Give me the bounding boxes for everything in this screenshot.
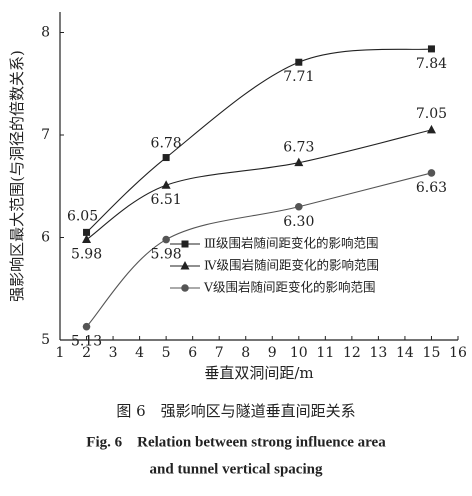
data-label: 6.78 xyxy=(151,136,182,152)
x-tick-label: 16 xyxy=(449,345,467,361)
x-tick-label: 15 xyxy=(423,345,441,361)
marker xyxy=(294,157,304,167)
x-tick-label: 3 xyxy=(109,345,118,361)
data-label: 6.51 xyxy=(151,192,182,208)
data-label: 6.05 xyxy=(67,208,98,224)
marker xyxy=(181,284,189,292)
data-label: 6.73 xyxy=(283,140,314,156)
marker xyxy=(295,58,303,66)
marker xyxy=(82,322,91,331)
x-tick-label: 5 xyxy=(162,345,171,361)
y-tick-label: 8 xyxy=(41,25,50,41)
marker xyxy=(426,124,436,134)
marker xyxy=(161,180,171,189)
data-label: 7.05 xyxy=(416,106,447,122)
marker xyxy=(162,235,170,244)
caption-en: and tunnel vertical spacing xyxy=(150,461,323,477)
x-tick-label: 2 xyxy=(82,345,91,361)
x-tick-label: 1 xyxy=(56,345,65,361)
data-label: 7.84 xyxy=(416,56,447,72)
x-tick-label: 14 xyxy=(396,345,414,361)
x-tick-label: 11 xyxy=(316,345,334,361)
marker xyxy=(162,154,170,162)
y-tick-label: 6 xyxy=(41,230,50,246)
legend-label: Ⅳ级围岩随间距变化的影响范围 xyxy=(204,258,379,273)
y-axis-label: 强影响区最大范围(与洞径的倍数关系) xyxy=(8,50,26,302)
series-line xyxy=(86,48,432,233)
caption-en: Fig. 6 Relation between strong influence… xyxy=(86,434,386,450)
caption-cn: 图 6 强影响区与隧道垂直间距关系 xyxy=(116,402,355,420)
x-tick-label: 10 xyxy=(290,345,308,361)
data-label: 5.98 xyxy=(151,247,182,263)
x-tick-label: 9 xyxy=(268,345,277,361)
x-tick-label: 7 xyxy=(215,345,224,361)
series-line xyxy=(86,172,432,328)
series-line xyxy=(86,129,432,241)
marker xyxy=(180,261,190,270)
marker xyxy=(295,202,303,211)
marker xyxy=(181,240,189,248)
data-label: 6.63 xyxy=(416,180,447,196)
data-label: 5.13 xyxy=(71,334,102,350)
marker xyxy=(82,234,92,244)
x-axis-label: 垂直双洞间距/m xyxy=(204,364,313,382)
data-label: 7.71 xyxy=(283,69,314,85)
data-label: 5.98 xyxy=(71,247,102,263)
legend-label: Ⅲ级围岩随间距变化的影响范围 xyxy=(204,236,379,251)
y-tick-label: 5 xyxy=(41,332,50,348)
data-label: 6.30 xyxy=(283,214,314,230)
marker xyxy=(83,228,91,236)
x-tick-label: 13 xyxy=(369,345,387,361)
marker xyxy=(427,45,435,53)
x-tick-label: 12 xyxy=(343,345,361,361)
marker xyxy=(427,169,436,177)
x-tick-label: 6 xyxy=(188,345,197,361)
y-tick-label: 7 xyxy=(41,127,50,143)
legend-label: Ⅴ级围岩随间距变化的影响范围 xyxy=(203,280,376,295)
x-tick-label: 8 xyxy=(241,345,250,361)
x-tick-label: 4 xyxy=(135,345,144,361)
